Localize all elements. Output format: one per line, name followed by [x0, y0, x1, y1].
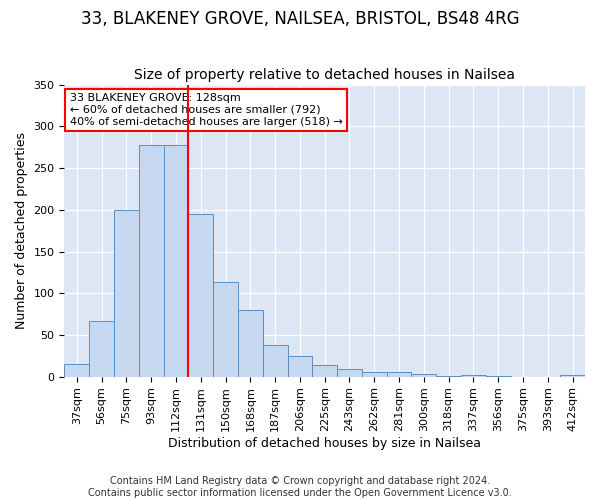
Bar: [64, 364, 89, 376]
Bar: [313, 365, 337, 376]
Bar: [386, 372, 412, 376]
Y-axis label: Number of detached properties: Number of detached properties: [15, 132, 28, 329]
Bar: [89, 321, 114, 376]
Bar: [263, 345, 287, 376]
Bar: [114, 210, 139, 376]
Bar: [139, 144, 164, 376]
Bar: [560, 375, 585, 376]
Text: 33 BLAKENEY GROVE: 128sqm
← 60% of detached houses are smaller (792)
40% of semi: 33 BLAKENEY GROVE: 128sqm ← 60% of detac…: [70, 94, 343, 126]
Text: Contains HM Land Registry data © Crown copyright and database right 2024.
Contai: Contains HM Land Registry data © Crown c…: [88, 476, 512, 498]
Bar: [412, 374, 436, 376]
Bar: [337, 369, 362, 376]
Bar: [188, 214, 213, 376]
Bar: [164, 144, 188, 376]
X-axis label: Distribution of detached houses by size in Nailsea: Distribution of detached houses by size …: [168, 437, 481, 450]
Bar: [213, 282, 238, 376]
Title: Size of property relative to detached houses in Nailsea: Size of property relative to detached ho…: [134, 68, 515, 82]
Bar: [287, 356, 313, 376]
Bar: [238, 310, 263, 376]
Text: 33, BLAKENEY GROVE, NAILSEA, BRISTOL, BS48 4RG: 33, BLAKENEY GROVE, NAILSEA, BRISTOL, BS…: [80, 10, 520, 28]
Bar: [362, 372, 386, 376]
Bar: [461, 375, 486, 376]
